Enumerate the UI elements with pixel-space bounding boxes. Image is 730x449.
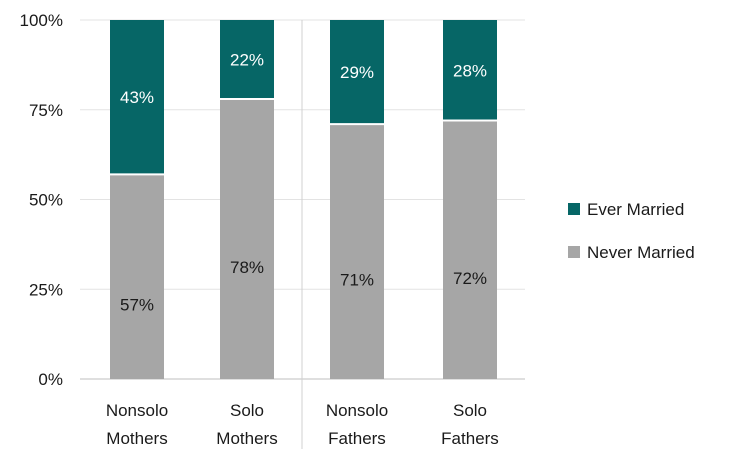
legend-label: Ever Married: [587, 200, 684, 219]
data-label: 28%: [453, 61, 487, 80]
category-label: Solo: [453, 401, 487, 420]
data-label: 71%: [340, 271, 374, 290]
category-label: Mothers: [216, 429, 277, 448]
bar-segment: [220, 20, 274, 99]
data-label: 78%: [230, 258, 264, 277]
legend-swatch: [568, 246, 580, 258]
y-tick-label: 0%: [38, 370, 63, 389]
bar-segment: [220, 98, 274, 379]
category-label: Fathers: [441, 429, 499, 448]
data-label: 22%: [230, 50, 264, 69]
category-label: Nonsolo: [106, 401, 168, 420]
bar-segment: [330, 20, 384, 125]
data-label: 43%: [120, 88, 154, 107]
y-tick-label: 75%: [29, 101, 63, 120]
y-tick-label: 25%: [29, 280, 63, 299]
bar-segment: [110, 174, 164, 379]
category-label: Mothers: [106, 429, 167, 448]
x-axis: Nonsolo Mothers Solo Mothers Nonsolo Fathers S…: [106, 401, 499, 448]
data-label: 29%: [340, 63, 374, 82]
bar-segment: [443, 20, 497, 121]
legend-label: Never Married: [587, 243, 695, 262]
bar-segment: [110, 20, 164, 175]
y-tick-label: 50%: [29, 191, 63, 210]
legend-swatch: [568, 203, 580, 215]
category-label: Solo: [230, 401, 264, 420]
data-label: 57%: [120, 296, 154, 315]
category-label: Nonsolo: [326, 401, 388, 420]
bar-segment: [330, 124, 384, 379]
y-axis: 0% 25% 50% 75% 100%: [20, 11, 63, 389]
bar-segment: [443, 120, 497, 380]
category-label: Fathers: [328, 429, 386, 448]
data-label: 72%: [453, 269, 487, 288]
y-tick-label: 100%: [20, 11, 63, 30]
bars: 57% 43% 78% 22% 71% 29% 72% 28%: [110, 20, 497, 380]
legend: Ever Married Never Married: [568, 200, 695, 262]
